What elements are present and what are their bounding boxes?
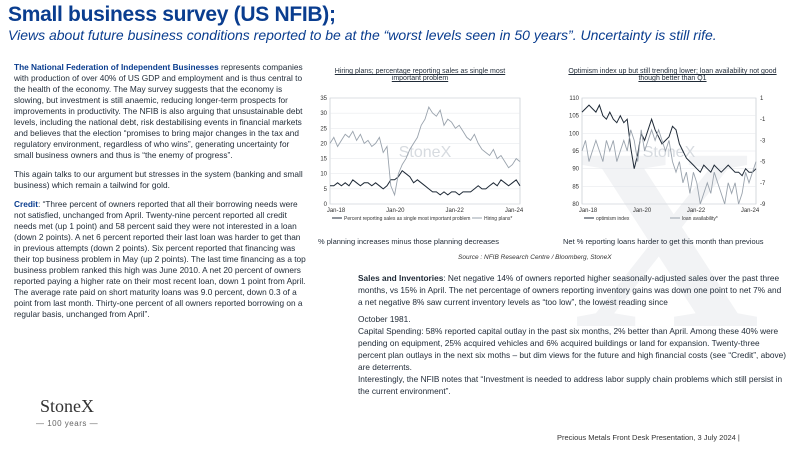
page-title: Small business survey (US NFIB);: [8, 3, 336, 26]
series-line-1: [330, 169, 521, 196]
y2-tick-label: -5: [760, 160, 766, 166]
sales-text: : Net negative 14% of owners reported hi…: [358, 273, 782, 307]
y-tick-label: 85: [572, 184, 579, 190]
series-line-2: [329, 106, 521, 197]
y2-tick-label: -3: [760, 138, 766, 144]
legend-label-2: Hiring plans*: [484, 216, 512, 222]
chart1-hiring-plans: 0 5 10 15 20 25 30 35 Jan-18 Jan-20 Jan-22 Jan-24 St…: [320, 96, 524, 222]
legend-label-1: Percent reporting sales as single most i…: [344, 216, 470, 222]
series-line-1: [581, 103, 757, 177]
y-tick-label: 105: [569, 114, 580, 120]
y2-tick-label: -1: [760, 117, 766, 123]
chart1-title: Hiring plans; percentage reporting sales…: [334, 68, 506, 82]
y-tick-label: 95: [572, 149, 579, 155]
chart-watermark: StoneX: [399, 144, 452, 161]
credit-heading: Credit: [14, 199, 38, 209]
x-tick-label: Jan-18: [579, 208, 598, 214]
chart1-caption: % planning increases minus those plannin…: [318, 237, 499, 246]
logo-years: — 100 years —: [36, 419, 99, 428]
y-tick-label: 15: [320, 157, 327, 163]
y-tick-label: 35: [320, 96, 327, 102]
nfib-paragraph: The National Federation of Independent B…: [14, 62, 306, 161]
stonex-logo: StoneX — 100 years —: [36, 396, 98, 428]
chart2-caption: Net % reporting loans harder to get this…: [563, 237, 764, 246]
argument-paragraph: This again talks to our argument but str…: [14, 169, 303, 190]
y2-tick-label: -7: [760, 181, 766, 187]
x-tick-label: Jan-22: [445, 208, 464, 214]
x-tick-label: Jan-24: [505, 208, 524, 214]
y-tick-label: 80: [572, 202, 579, 208]
x-tick-label: Jan-22: [687, 208, 706, 214]
sales-tail: October 1981.: [358, 314, 411, 324]
y-tick-label: 10: [320, 172, 327, 178]
x-tick-label: Jan-20: [633, 208, 652, 214]
chart2-title: Optimism index up but still trending low…: [568, 68, 777, 82]
y-tick-label: 20: [320, 141, 327, 147]
x-tick-label: Jan-18: [327, 208, 346, 214]
chart-watermark: StoneX: [643, 144, 696, 161]
background-watermark-x: X: [572, 95, 760, 383]
x-tick-label: Jan-20: [386, 208, 405, 214]
source-note: Source : NFIB Research Centre / Bloomber…: [458, 254, 612, 261]
sales-heading: Sales and Inventories: [358, 273, 444, 283]
y2-tick-label: -9: [760, 202, 766, 208]
x-tick-label: Jan-24: [741, 208, 760, 214]
y2-tick-label: 1: [760, 96, 764, 102]
legend-label-1: optimism index: [596, 216, 630, 222]
y-tick-label: 30: [320, 111, 327, 117]
sales-paragraph: Sales and Inventories: Net negative 14% …: [358, 272, 788, 308]
right-text-column: Sales and Inventories: Net negative 14% …: [358, 272, 788, 397]
series-line-2: [581, 128, 757, 205]
nfib-text: represents companies with production of …: [14, 62, 303, 160]
y-tick-label: 110: [569, 96, 579, 102]
legend-label-2: loan availability*: [682, 216, 718, 222]
investment-paragraph: Interestingly, the NFIB notes that “Inve…: [358, 374, 783, 396]
y-tick-label: 5: [324, 187, 328, 193]
credit-text: : “Three percent of owners reported that…: [14, 199, 306, 319]
logo-years-text: 100 years: [47, 419, 87, 428]
credit-paragraph: Credit: “Three percent of owners reporte…: [14, 199, 306, 320]
capex-paragraph: Capital Spending: 58% reported capital o…: [358, 326, 786, 372]
y-tick-label: 25: [320, 126, 327, 132]
footer-text: Precious Metals Front Desk Presentation,…: [557, 433, 740, 442]
chart2-optimism-index: 80 85 90 95 100 105 110 1 -1 -3 -5 -7 -9 Jan-18 Jan-20…: [569, 96, 766, 222]
y-tick-label: 100: [569, 131, 580, 137]
page-subtitle: Views about future business conditions r…: [8, 27, 717, 43]
left-text-column: The National Federation of Independent B…: [14, 62, 306, 328]
nfib-heading: The National Federation of Independent B…: [14, 62, 219, 72]
y-tick-label: 0: [324, 202, 328, 208]
logo-name: StoneX: [40, 396, 95, 416]
y-tick-label: 90: [572, 167, 579, 173]
